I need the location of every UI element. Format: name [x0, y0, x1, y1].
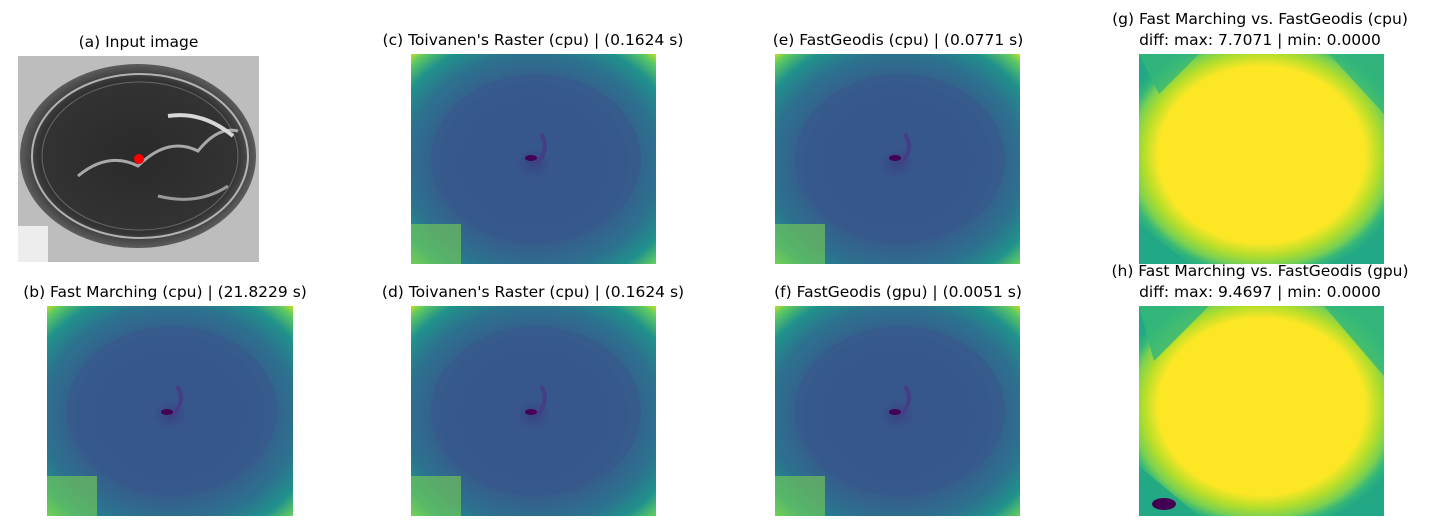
panel-title: (a) Input image [78, 33, 199, 51]
input-image [18, 56, 259, 262]
seed-point-marker [134, 154, 144, 164]
panel-title: (d) Toivanen's Raster (cpu) | (0.1624 s) [381, 283, 685, 301]
panel-title: (e) FastGeodis (cpu) | (0.0771 s) [772, 31, 1024, 49]
geodesic-map-fast-marching [47, 306, 293, 516]
difference-map-gpu [1139, 306, 1384, 516]
panel-title: (f) FastGeodis (gpu) | (0.0051 s) [774, 283, 1022, 301]
panel-title: (b) Fast Marching (cpu) | (21.8229 s) [23, 283, 307, 301]
panel-title-line1: (h) Fast Marching vs. FastGeodis (gpu) [1111, 262, 1409, 280]
panel-title: (c) Toivanen's Raster (cpu) | (0.1624 s) [382, 31, 684, 49]
geodesic-map-toivanen-raster [411, 54, 656, 264]
geodesic-map-fastgeodis-gpu [775, 306, 1020, 516]
geodesic-map-fastgeodis-cpu [775, 54, 1020, 264]
geodesic-map-toivanen-raster [411, 306, 656, 516]
panel-title-line2: diff: max: 7.7071 | min: 0.0000 [1139, 31, 1381, 49]
panel-title-line2: diff: max: 9.4697 | min: 0.0000 [1139, 283, 1381, 301]
difference-map-cpu [1139, 54, 1384, 264]
panel-title-line1: (g) Fast Marching vs. FastGeodis (cpu) [1112, 10, 1408, 28]
